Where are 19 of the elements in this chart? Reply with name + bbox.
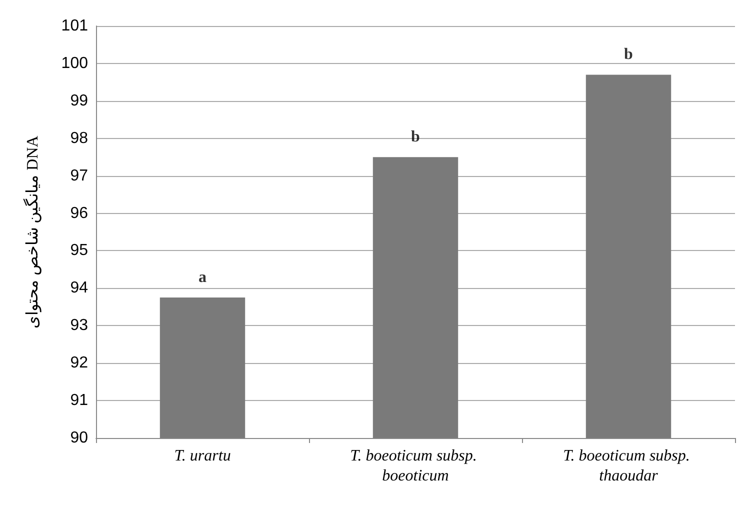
annotation: a	[198, 269, 206, 286]
x-tick-label: T. urartu	[174, 448, 231, 464]
y-tick-label: 92	[70, 354, 88, 372]
y-axis-title: میانگین شاخص محتوای DNA	[22, 135, 42, 328]
y-tick-label: 93	[70, 317, 88, 334]
y-tick-label: 98	[70, 130, 88, 147]
y-tick-label: 90	[70, 430, 88, 446]
y-tick-label: 101	[61, 18, 88, 34]
y-tick-label: 96	[70, 204, 88, 222]
y-tick-label: 95	[70, 242, 88, 260]
annotation: b	[624, 46, 634, 64]
y-tick-label: 94	[70, 280, 88, 297]
y-tick-label: 99	[70, 92, 88, 110]
y-tick-label: 97	[70, 167, 88, 184]
y-tick-label: 100	[61, 54, 88, 72]
annotation: b	[411, 128, 420, 146]
y-tick-label: 91	[70, 392, 88, 410]
x-tick-label: T. boeoticum subsp. boeoticum	[350, 448, 481, 484]
x-tick-label: T. boeoticum subsp. thaoudar	[563, 448, 694, 484]
